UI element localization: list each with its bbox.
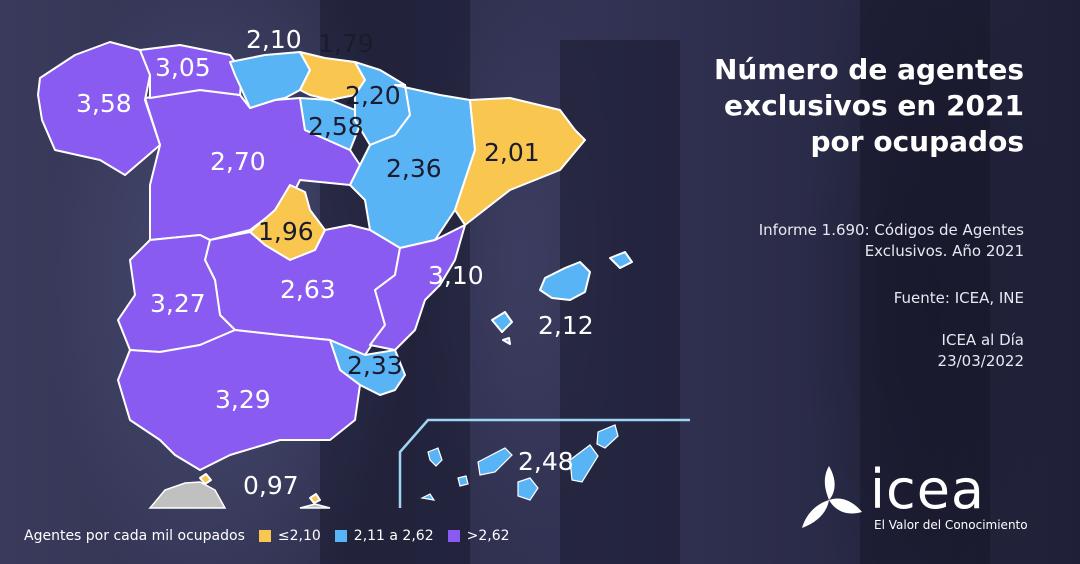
- island-fuerteventura: [569, 444, 599, 483]
- region-pais-vasco: [299, 51, 366, 101]
- label-canarias: 2,48: [518, 447, 574, 476]
- logo-tagline: El Valor del Conocimiento: [874, 518, 1028, 532]
- label-asturias: 3,05: [155, 53, 211, 82]
- legend-swatch-low: [258, 530, 271, 542]
- map-legend: Agentes por cada mil ocupados ≤2,10 2,11…: [24, 523, 510, 549]
- label-aragon: 2,36: [386, 154, 442, 183]
- publication-name: ICEA al Día: [941, 331, 1024, 349]
- africa-coast-east: [299, 503, 331, 509]
- logo-wordmark: icea: [870, 458, 986, 521]
- page-title: Número de agentes exclusivos en 2021 por…: [713, 53, 1024, 158]
- region-baleares-formentera: [502, 337, 511, 345]
- icea-logo-icon: [802, 466, 862, 528]
- region-cataluna: [454, 97, 586, 226]
- label-castilla-leon: 2,70: [210, 147, 266, 176]
- label-castilla-la-mancha: 2,63: [280, 275, 336, 304]
- label-pais-vasco: 1,79: [318, 29, 374, 58]
- africa-coast: [148, 481, 227, 509]
- region-baleares-ibiza: [491, 311, 513, 333]
- region-cantabria: [229, 51, 311, 109]
- legend-label-low: ≤2,10: [277, 528, 321, 544]
- label-ceuta-melilla: 0,97: [243, 471, 299, 500]
- label-valencia: 3,10: [428, 261, 484, 290]
- label-baleares: 2,12: [538, 311, 594, 340]
- legend-label-mid: 2,11 a 2,62: [353, 528, 434, 544]
- legend-swatch-high: [447, 530, 460, 542]
- region-baleares-menorca: [609, 251, 633, 269]
- legend-label-high: >2,62: [466, 528, 510, 544]
- label-andalucia: 3,29: [215, 385, 271, 414]
- island-la-palma: [427, 447, 443, 467]
- label-navarra: 2,20: [345, 81, 401, 110]
- label-cantabria: 2,10: [246, 25, 302, 54]
- report-reference: Informe 1.690: Códigos de Agentes Exclus…: [758, 221, 1024, 260]
- legend-title: Agentes por cada mil ocupados: [24, 528, 245, 544]
- region-galicia: [37, 41, 161, 176]
- region-asturias: [139, 44, 243, 99]
- region-andalucia: [117, 329, 361, 471]
- region-melilla: [309, 493, 321, 504]
- canarias-inset-frame: [398, 418, 690, 508]
- background-figure: [860, 0, 990, 564]
- label-extremadura: 3,27: [150, 289, 206, 318]
- legend-swatch-mid: [334, 530, 347, 542]
- island-la-gomera: [457, 475, 469, 487]
- island-gran-canaria: [517, 477, 539, 501]
- island-tenerife: [477, 447, 513, 476]
- region-baleares-mallorca: [539, 261, 591, 301]
- data-source: Fuente: ICEA, INE: [893, 289, 1024, 307]
- label-galicia: 3,58: [76, 89, 132, 118]
- publication-date: 23/03/2022: [937, 352, 1024, 370]
- region-ceuta: [199, 473, 212, 485]
- label-la-rioja: 2,58: [308, 112, 364, 141]
- label-murcia: 2,33: [347, 351, 403, 380]
- label-madrid: 1,96: [258, 217, 314, 246]
- island-lanzarote: [596, 424, 619, 449]
- icea-logo: icea El Valor del Conocimiento: [792, 460, 1042, 540]
- label-cataluna: 2,01: [484, 138, 540, 167]
- island-el-hierro: [420, 493, 436, 501]
